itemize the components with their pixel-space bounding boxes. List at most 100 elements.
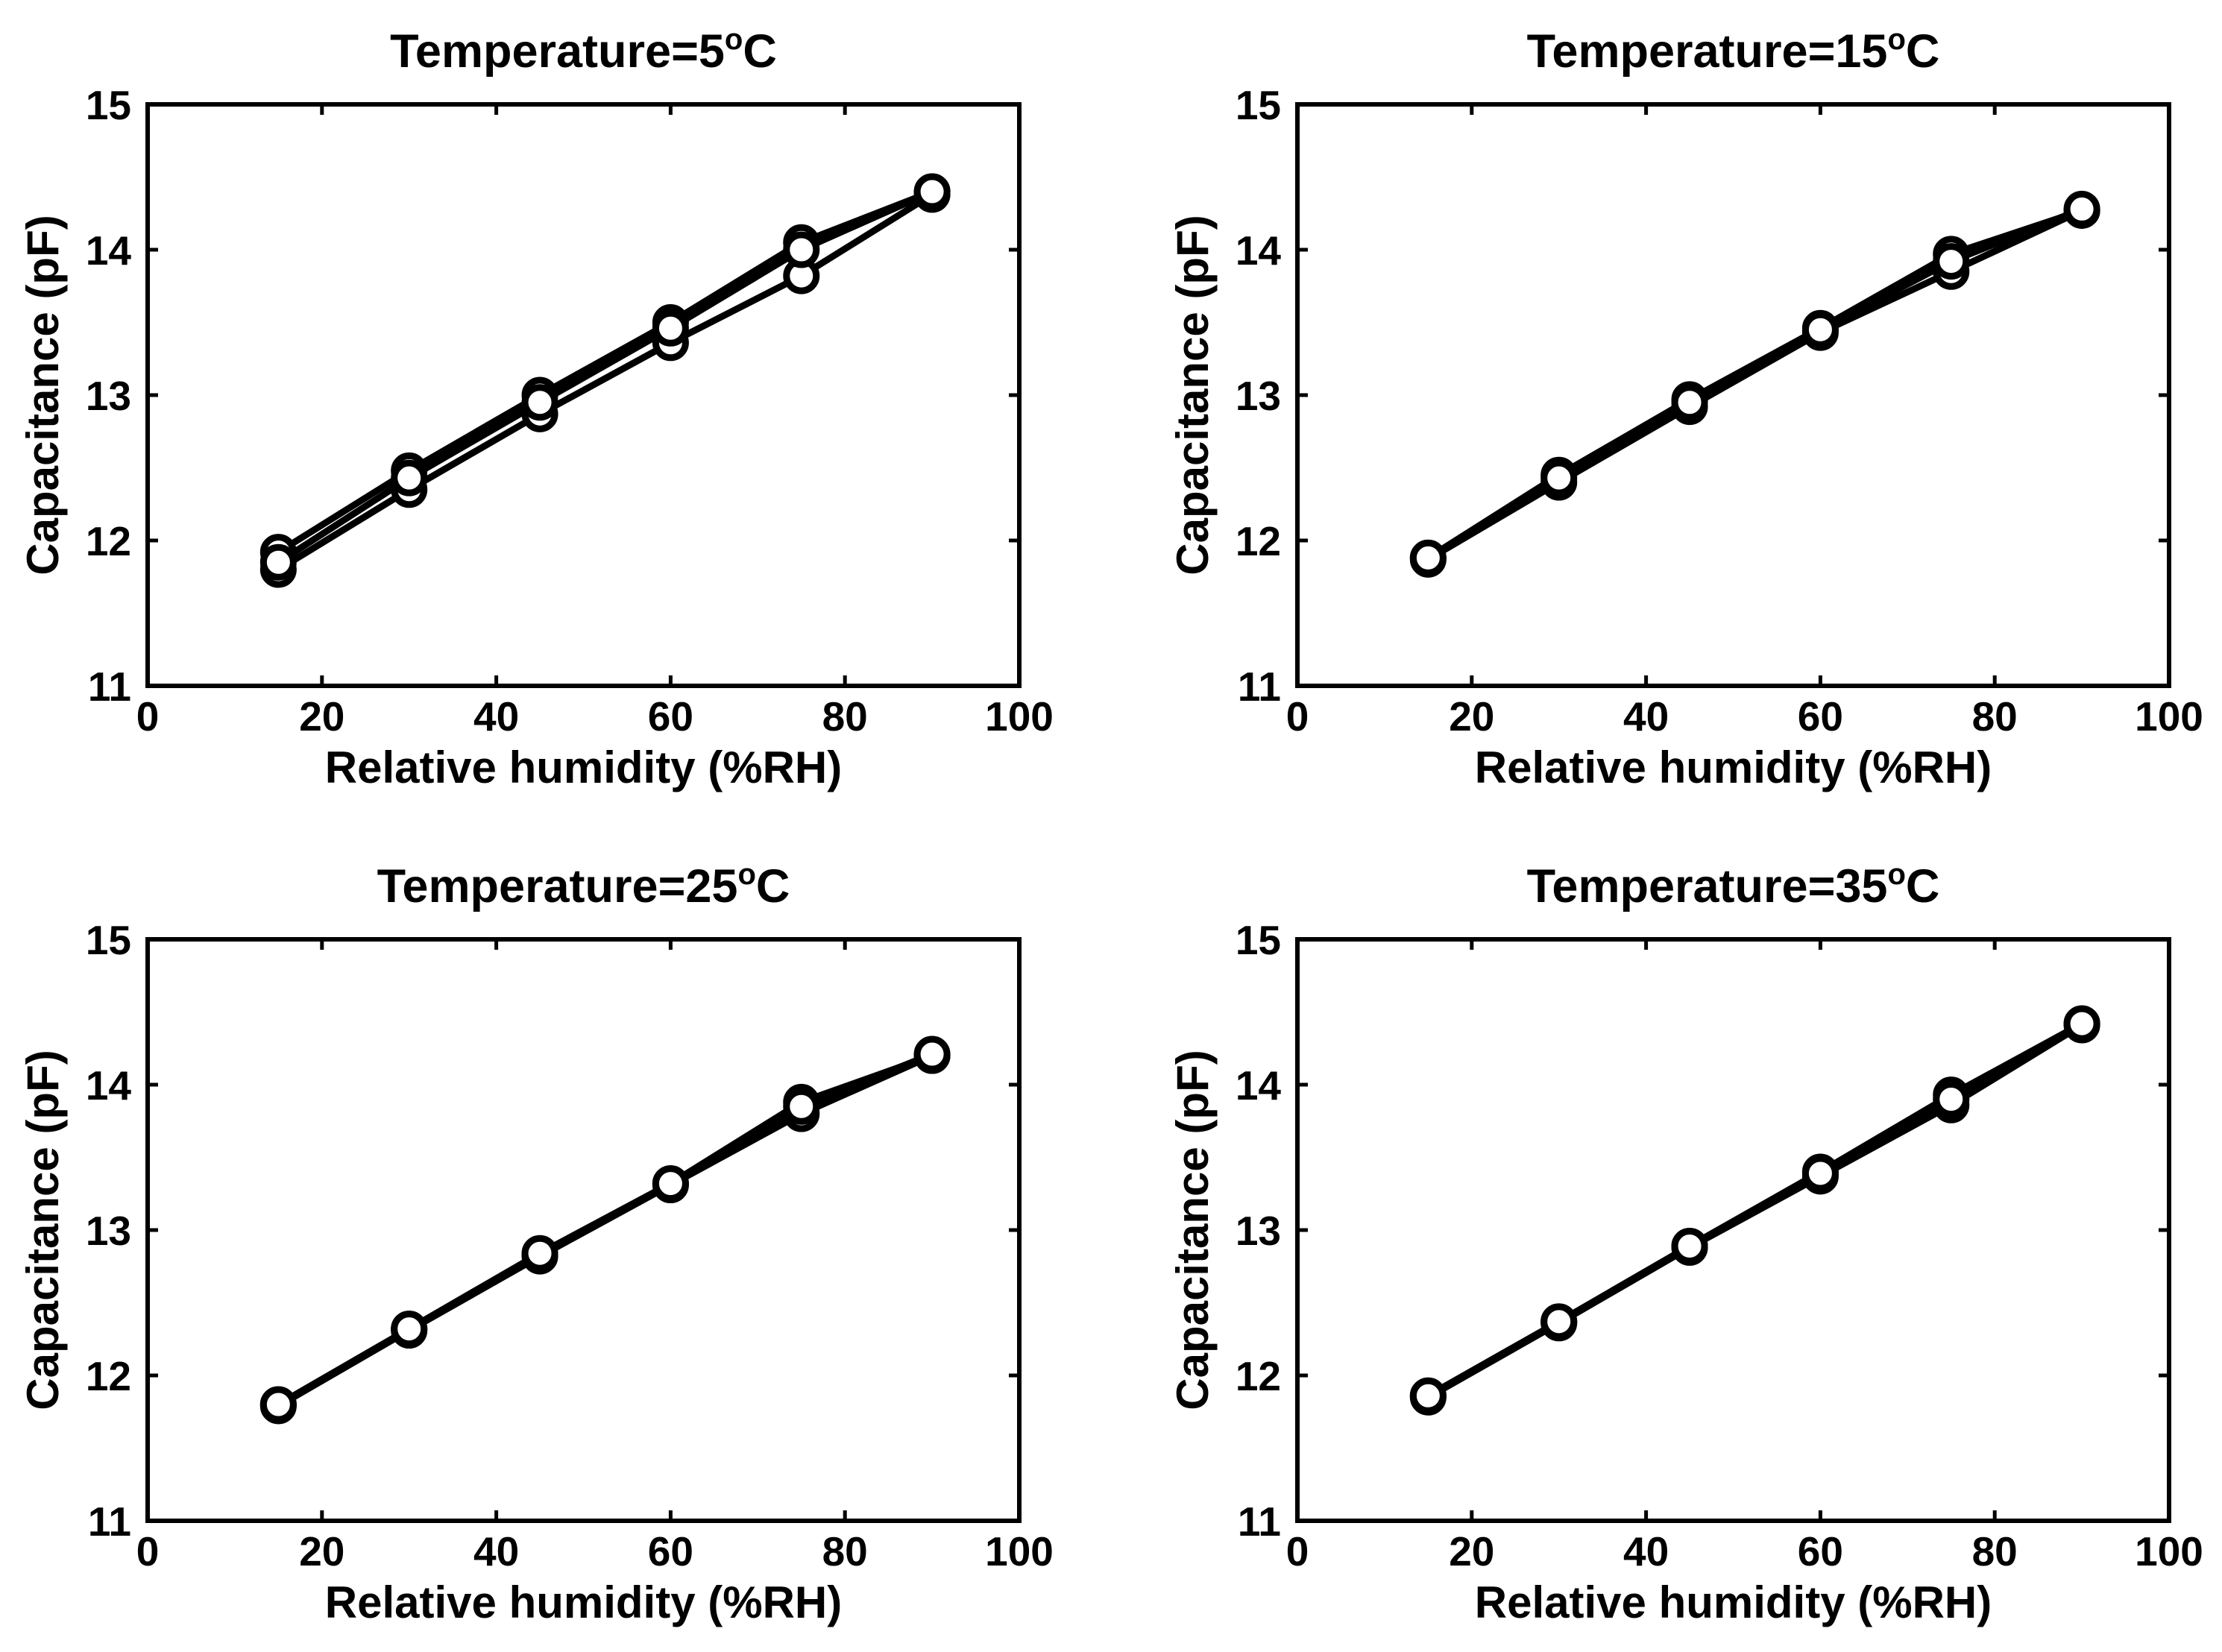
chart-title-unit: C xyxy=(743,25,777,78)
chart-title-text: Temperature=5 xyxy=(390,25,725,78)
x-tick-label: 40 xyxy=(473,693,519,740)
data-point xyxy=(521,384,558,421)
y-tick-label: 15 xyxy=(86,917,131,963)
x-tick-label: 60 xyxy=(648,693,693,740)
data-point xyxy=(521,1235,558,1272)
y-tick-label: 12 xyxy=(86,518,131,564)
data-point xyxy=(1801,311,1839,348)
x-tick-label: 40 xyxy=(1623,1528,1669,1574)
chart-title: Temperature=15oC xyxy=(1527,23,1940,78)
y-tick-label: 11 xyxy=(1238,663,1281,710)
x-tick-label: 20 xyxy=(1449,693,1494,740)
x-tick-label: 40 xyxy=(1623,693,1669,740)
data-point xyxy=(1540,459,1578,496)
x-axis-label: Relative humidity (%RH) xyxy=(325,1577,842,1627)
series-line xyxy=(277,1050,934,1407)
x-tick-label: 40 xyxy=(473,1528,519,1574)
y-tick-label: 13 xyxy=(86,373,131,419)
data-point xyxy=(913,173,951,210)
data-point xyxy=(783,231,820,268)
subplot-3: Temperature=25oC 0 20 40 60 80 100 11 12 13 14 15 Re… xyxy=(18,858,1054,1627)
y-tick-label: 13 xyxy=(1236,373,1281,419)
chart-title-unit: C xyxy=(1906,860,1940,912)
x-tick-label: 100 xyxy=(985,1528,1054,1574)
x-tick-label: 80 xyxy=(822,1528,868,1574)
x-tick-label: 0 xyxy=(1286,693,1309,740)
x-tick-label: 0 xyxy=(1286,1528,1309,1574)
x-tick-label: 60 xyxy=(648,1528,693,1574)
chart-title-superscript: o xyxy=(737,858,755,891)
x-tick-label: 60 xyxy=(1798,1528,1843,1574)
y-tick-label: 15 xyxy=(1236,917,1281,963)
data-point xyxy=(1409,1377,1447,1414)
x-tick-label: 0 xyxy=(136,693,160,740)
y-tick-label: 14 xyxy=(86,227,132,274)
y-tick-label: 12 xyxy=(1236,1353,1281,1399)
x-tick-label: 80 xyxy=(1972,1528,2018,1574)
series-line xyxy=(277,188,934,555)
series-line xyxy=(276,188,934,566)
chart-title-superscript: o xyxy=(1887,858,1905,891)
data-point xyxy=(1933,243,1970,280)
x-tick-label: 100 xyxy=(2135,1528,2203,1574)
chart-title-superscript: o xyxy=(1887,23,1905,56)
data-point xyxy=(913,1035,951,1073)
x-axis-label: Relative humidity (%RH) xyxy=(1475,743,1992,792)
chart-title-text: Temperature=25 xyxy=(377,860,738,912)
x-tick-label: 80 xyxy=(1972,693,2018,740)
x-tick-label: 100 xyxy=(2135,693,2203,740)
x-tick-label: 20 xyxy=(1449,1528,1494,1574)
x-tick-label: 20 xyxy=(299,1528,344,1574)
y-tick-label: 11 xyxy=(88,1498,131,1545)
y-tick-label: 14 xyxy=(1236,1062,1282,1109)
x-axis-label: Relative humidity (%RH) xyxy=(1475,1577,1992,1627)
y-tick-label: 15 xyxy=(1236,82,1281,128)
chart-title: Temperature=5oC xyxy=(390,23,777,78)
y-tick-label: 14 xyxy=(86,1062,132,1109)
data-point xyxy=(2063,190,2100,227)
data-point xyxy=(1801,1155,1839,1192)
subplot-2: Temperature=15oC 0 20 40 60 80 100 11 12 13 14 15 Re… xyxy=(1168,23,2203,792)
y-tick-label: 13 xyxy=(1236,1208,1281,1254)
x-tick-label: 80 xyxy=(822,693,868,740)
series-repeat xyxy=(1409,1005,2100,1414)
data-point xyxy=(1671,384,1708,421)
y-tick-label: 12 xyxy=(86,1353,131,1399)
x-tick-label: 20 xyxy=(299,693,344,740)
x-tick-label: 60 xyxy=(1798,693,1843,740)
data-point xyxy=(1540,1303,1578,1340)
series-line xyxy=(277,192,934,573)
y-tick-label: 14 xyxy=(1236,227,1282,274)
chart-title: Temperature=35oC xyxy=(1527,858,1940,912)
y-axis-label: Capacitance (pF) xyxy=(18,215,68,575)
chart-title: Temperature=25oC xyxy=(377,858,790,912)
y-tick-label: 13 xyxy=(86,1208,131,1254)
y-tick-label: 11 xyxy=(88,663,131,710)
data-point xyxy=(1933,1081,1970,1117)
chart-title-unit: C xyxy=(1906,25,1940,78)
chart-title-unit: C xyxy=(756,860,790,912)
chart-title-text: Temperature=35 xyxy=(1527,860,1888,912)
x-tick-label: 100 xyxy=(985,693,1054,740)
data-point xyxy=(2063,1005,2100,1042)
series-repeat xyxy=(259,1035,951,1423)
data-point xyxy=(259,543,297,581)
data-point xyxy=(652,1165,689,1202)
series-line xyxy=(1426,206,2083,561)
series-line xyxy=(1426,1021,2084,1399)
y-tick-label: 11 xyxy=(1238,1498,1281,1545)
y-axis-label: Capacitance (pF) xyxy=(18,1050,68,1410)
data-point xyxy=(1409,539,1447,576)
data-point xyxy=(783,1088,820,1125)
series-repeat xyxy=(259,173,951,581)
data-point xyxy=(391,1311,428,1348)
data-point xyxy=(391,459,428,496)
y-axis-label: Capacitance (pF) xyxy=(1168,1050,1218,1410)
data-point xyxy=(1671,1227,1708,1264)
subplot-4: Temperature=35oC 0 20 40 60 80 100 11 12 13 14 15 Re… xyxy=(1168,858,2203,1627)
subplot-1: Temperature=5oC 0 20 40 60 80 100 11 12 13 14 15 Rel… xyxy=(18,23,1054,792)
y-tick-label: 15 xyxy=(86,82,131,128)
